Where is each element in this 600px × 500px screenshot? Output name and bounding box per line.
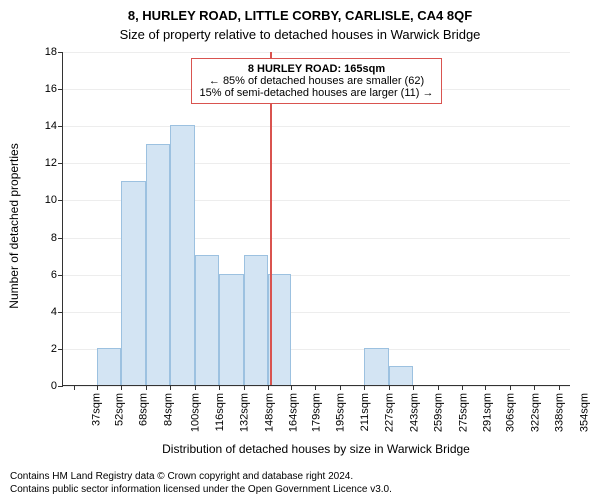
y-tick-mark	[58, 312, 63, 313]
x-tick-mark	[534, 385, 535, 390]
x-tick-label: 227sqm	[384, 393, 396, 432]
x-tick-label: 354sqm	[578, 393, 590, 432]
y-tick-mark	[58, 200, 63, 201]
x-tick-mark	[146, 385, 147, 390]
x-tick-mark	[389, 385, 390, 390]
x-tick-mark	[462, 385, 463, 390]
x-tick-label: 116sqm	[214, 393, 226, 431]
chart-container: 8, HURLEY ROAD, LITTLE CORBY, CARLISLE, …	[0, 0, 600, 500]
x-tick-mark	[74, 385, 75, 390]
histogram-bar	[170, 125, 194, 385]
x-tick-mark	[244, 385, 245, 390]
x-tick-mark	[121, 385, 122, 390]
x-tick-label: 338sqm	[554, 393, 566, 432]
grid-line	[63, 163, 570, 164]
x-tick-mark	[97, 385, 98, 390]
y-tick-mark	[58, 163, 63, 164]
x-tick-label: 195sqm	[335, 393, 347, 432]
x-tick-mark	[268, 385, 269, 390]
x-tick-mark	[559, 385, 560, 390]
x-tick-mark	[364, 385, 365, 390]
histogram-bar	[364, 348, 388, 385]
y-tick-mark	[58, 349, 63, 350]
histogram-bar	[97, 348, 121, 385]
y-axis-label: Number of detached properties	[7, 59, 21, 393]
x-tick-mark	[195, 385, 196, 390]
x-tick-label: 164sqm	[288, 393, 300, 432]
grid-line	[63, 52, 570, 53]
plot-area: 02468101214161837sqm52sqm68sqm84sqm100sq…	[62, 52, 570, 386]
footer: Contains HM Land Registry data © Crown c…	[0, 470, 392, 496]
histogram-bar	[244, 255, 268, 385]
x-tick-label: 322sqm	[529, 393, 541, 432]
histogram-bar	[121, 181, 145, 385]
y-tick-mark	[58, 386, 63, 387]
x-tick-mark	[438, 385, 439, 390]
x-axis-label: Distribution of detached houses by size …	[62, 442, 570, 456]
x-tick-label: 52sqm	[113, 393, 125, 426]
chart-title-main: 8, HURLEY ROAD, LITTLE CORBY, CARLISLE, …	[0, 0, 600, 23]
x-tick-mark	[413, 385, 414, 390]
grid-line	[63, 386, 570, 387]
grid-line	[63, 126, 570, 127]
x-tick-label: 148sqm	[263, 393, 275, 432]
histogram-bar	[389, 366, 413, 385]
x-tick-label: 259sqm	[433, 393, 445, 432]
x-tick-mark	[510, 385, 511, 390]
x-tick-mark	[170, 385, 171, 390]
histogram-bar	[195, 255, 219, 385]
x-tick-label: 275sqm	[457, 393, 469, 432]
chart-title-sub: Size of property relative to detached ho…	[0, 23, 600, 46]
histogram-bar	[219, 274, 243, 385]
x-tick-label: 291sqm	[482, 393, 494, 432]
annotation-box: 8 HURLEY ROAD: 165sqm← 85% of detached h…	[191, 58, 443, 104]
x-tick-label: 243sqm	[408, 393, 420, 432]
x-tick-mark	[291, 385, 292, 390]
annotation-line-2: 15% of semi-detached houses are larger (…	[200, 87, 434, 99]
x-tick-label: 132sqm	[239, 393, 251, 432]
x-tick-label: 179sqm	[311, 393, 323, 432]
x-tick-mark	[340, 385, 341, 390]
x-tick-label: 211sqm	[359, 393, 371, 431]
y-tick-mark	[58, 275, 63, 276]
y-tick-mark	[58, 126, 63, 127]
x-tick-label: 100sqm	[190, 393, 202, 432]
x-tick-label: 68sqm	[138, 393, 150, 426]
annotation-label: 8 HURLEY ROAD: 165sqm	[200, 63, 434, 75]
x-tick-label: 306sqm	[505, 393, 517, 432]
x-tick-label: 84sqm	[162, 393, 174, 426]
x-tick-mark	[315, 385, 316, 390]
histogram-bar	[146, 144, 170, 385]
annotation-line-1: ← 85% of detached houses are smaller (62…	[200, 75, 434, 87]
x-tick-mark	[485, 385, 486, 390]
y-tick-mark	[58, 89, 63, 90]
x-tick-mark	[219, 385, 220, 390]
y-tick-mark	[58, 238, 63, 239]
footer-line-1: Contains HM Land Registry data © Crown c…	[10, 470, 392, 483]
y-tick-mark	[58, 52, 63, 53]
x-tick-label: 37sqm	[90, 393, 102, 426]
footer-line-2: Contains public sector information licen…	[10, 483, 392, 496]
